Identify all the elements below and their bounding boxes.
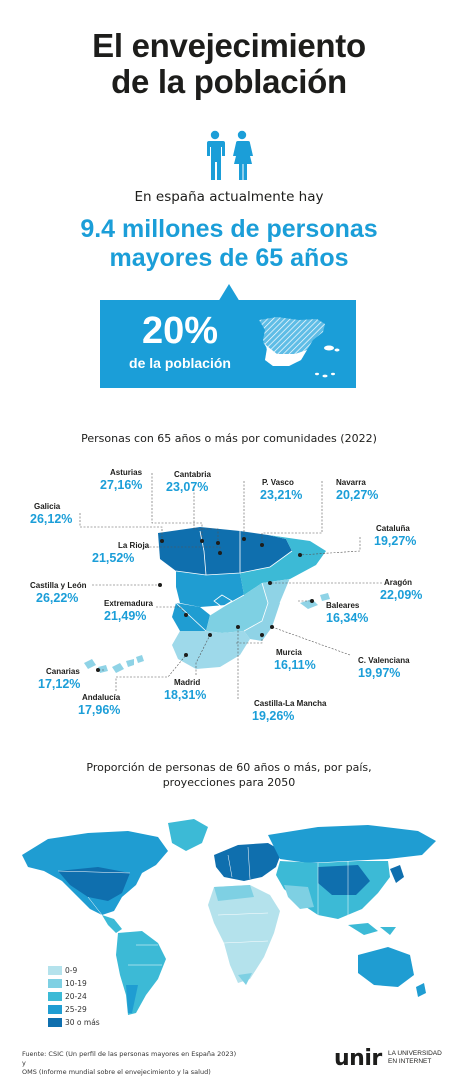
source-line-2: OMS (Informe mundial sobre el envejecimi… <box>22 1068 211 1076</box>
regions-title: Personas con 65 años o más por comunidad… <box>81 432 377 445</box>
region-value-canarias: 17,12% <box>38 677 81 691</box>
castilla-mancha-region <box>206 583 268 633</box>
region-borders <box>175 530 293 632</box>
spain-regions-map <box>79 473 382 699</box>
region-value-asturias: 27,16% <box>100 478 143 492</box>
region-label-cantabria: Cantabria <box>174 470 211 479</box>
legend-swatch <box>48 966 62 975</box>
valencia-murcia-region <box>244 579 290 641</box>
source-line-1: Fuente: CSIC (Un perfil de las personas … <box>22 1050 237 1067</box>
legend-label: 25-29 <box>65 1005 87 1014</box>
man-icon <box>207 130 225 180</box>
legend-label: 10-19 <box>65 979 87 988</box>
region-value-navarra: 20,27% <box>336 488 379 502</box>
region-label-aragon: Aragón <box>384 578 412 587</box>
legend-swatch <box>48 1005 62 1014</box>
headline-line-1: 9.4 millones de personas <box>80 215 378 243</box>
region-label-larioja: La Rioja <box>118 541 150 550</box>
region-label-madrid: Madrid <box>174 678 201 687</box>
region-value-castilla-mancha: 19,26% <box>252 709 295 723</box>
region-label-pvasco: P. Vasco <box>262 478 294 487</box>
region-value-castilla-leon: 26,22% <box>36 591 79 605</box>
region-label-andalucia: Andalucía <box>82 693 121 702</box>
world-title-line-2: proyecciones para 2050 <box>162 776 296 789</box>
region-value-cataluna: 19,27% <box>374 534 417 548</box>
headline: 9.4 millones de personas mayores de 65 a… <box>0 215 458 273</box>
page-title: El envejecimiento de la población <box>0 28 458 100</box>
region-label-castilla-leon: Castilla y León <box>30 581 87 590</box>
headline-line-2: mayores de 65 años <box>109 244 349 272</box>
region-label-canarias: Canarias <box>46 667 80 676</box>
legend-swatch <box>48 1018 62 1027</box>
region-label-baleares: Baleares <box>326 601 360 610</box>
region-value-andalucia: 17,96% <box>78 703 121 717</box>
africa <box>208 885 280 983</box>
intro-text: En españa actualmente hay <box>134 189 324 205</box>
country-borders <box>57 846 349 966</box>
australia <box>358 947 414 987</box>
region-value-pvasco: 23,21% <box>260 488 303 502</box>
andalucia-region <box>172 631 250 669</box>
legend-swatch <box>48 979 62 988</box>
region-value-extremadura: 21,49% <box>104 609 147 623</box>
world-map <box>22 819 436 1015</box>
region-value-baleares: 16,34% <box>326 611 369 625</box>
region-label-murcia: Murcia <box>276 648 302 657</box>
south-america <box>116 931 166 1015</box>
legend-label: 0-9 <box>65 966 78 975</box>
region-dots <box>96 537 314 672</box>
legend-label: 30 o más <box>65 1018 100 1027</box>
woman-icon <box>233 130 253 180</box>
tagline-line-1: LA UNIVERSIDAD <box>388 1050 442 1057</box>
tagline-line-2: EN INTERNET <box>388 1058 432 1065</box>
region-label-galicia: Galicia <box>34 502 61 511</box>
region-value-aragon: 22,09% <box>380 588 423 602</box>
aragon-cataluna-region <box>240 535 326 595</box>
population-callout: 20% de la población <box>100 300 356 388</box>
spain-map-icon <box>259 317 340 378</box>
north-regions <box>158 527 292 575</box>
region-label-cvalenciana: C. Valenciana <box>358 656 410 665</box>
canarias-islands <box>84 655 144 673</box>
unir-logo[interactable]: unir <box>334 1046 382 1071</box>
percent-value: 20% <box>141 310 219 352</box>
region-label-asturias: Asturias <box>110 468 143 477</box>
region-label-navarra: Navarra <box>336 478 366 487</box>
region-value-galicia: 26,12% <box>30 512 73 526</box>
region-label-extremadura: Extremadura <box>104 599 153 608</box>
baleares-islands <box>300 593 330 609</box>
leader-lines <box>79 473 382 699</box>
region-value-murcia: 16,11% <box>274 658 316 672</box>
percent-label: de la población <box>129 355 231 371</box>
legend-swatch <box>48 992 62 1001</box>
unir-tagline: LA UNIVERSIDAD EN INTERNET <box>388 1050 442 1066</box>
source-note: Fuente: CSIC (Un perfil de las personas … <box>22 1050 242 1077</box>
russia <box>268 825 436 863</box>
title-line-1: El envejecimiento <box>92 27 366 64</box>
world-title-line-1: Proporción de personas de 60 años o más,… <box>86 761 372 774</box>
region-label-castilla-mancha: Castilla-La Mancha <box>254 699 327 708</box>
callout-pointer <box>218 284 240 302</box>
region-value-cvalenciana: 19,97% <box>358 666 401 680</box>
people-icons <box>207 130 253 180</box>
region-value-cantabria: 23,07% <box>166 480 209 494</box>
legend-label: 20-24 <box>65 992 87 1001</box>
title-line-2: de la población <box>111 63 347 100</box>
region-value-madrid: 18,31% <box>164 688 207 702</box>
region-value-larioja: 21,52% <box>92 551 135 565</box>
greenland <box>168 819 208 851</box>
region-label-cataluna: Cataluña <box>376 524 410 533</box>
world-title: Proporción de personas de 60 años o más,… <box>0 760 458 790</box>
